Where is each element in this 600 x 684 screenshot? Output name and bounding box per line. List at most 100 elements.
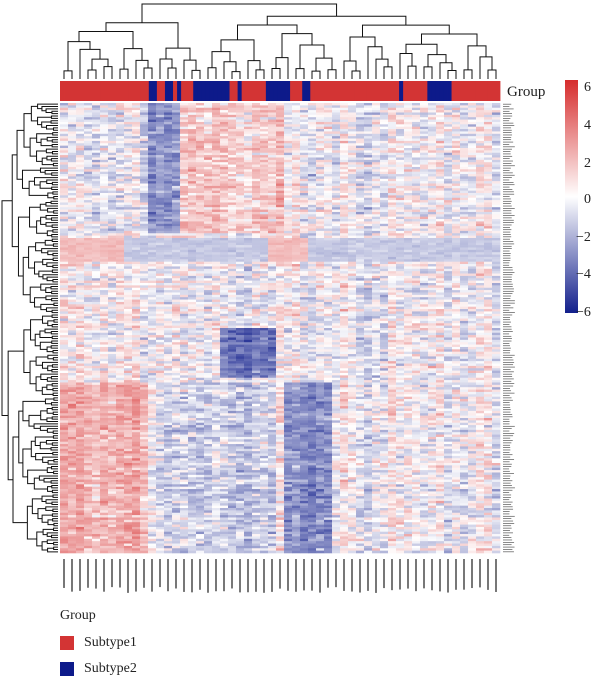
heatmap-cell bbox=[300, 197, 309, 201]
heatmap-cell bbox=[204, 254, 213, 258]
column-dendrogram-branch bbox=[467, 45, 487, 70]
heatmap-cell bbox=[116, 247, 125, 251]
heatmap-cell bbox=[460, 126, 469, 130]
heatmap-cell bbox=[276, 264, 285, 267]
heatmap-cell bbox=[396, 219, 405, 222]
heatmap-cell bbox=[340, 176, 349, 180]
heatmap-cell bbox=[196, 268, 205, 272]
row-dendrogram-branch bbox=[53, 397, 58, 401]
heatmap-cell bbox=[244, 223, 253, 227]
heatmap-cell bbox=[68, 252, 77, 255]
row-dendrogram-branch bbox=[43, 477, 58, 483]
heatmap-cell bbox=[244, 268, 253, 272]
heatmap-cell bbox=[372, 176, 381, 180]
heatmap-cell bbox=[228, 226, 237, 229]
heatmap-cell bbox=[124, 202, 133, 206]
heatmap-cell bbox=[380, 164, 389, 168]
heatmap-cell bbox=[244, 230, 253, 234]
heatmap-cell bbox=[452, 287, 461, 291]
heatmap-cell bbox=[228, 278, 237, 281]
group-cell bbox=[435, 81, 440, 101]
heatmap-cell bbox=[60, 216, 69, 220]
heatmap-cell bbox=[396, 207, 405, 210]
heatmap-cell bbox=[228, 133, 237, 137]
heatmap-cell bbox=[364, 266, 373, 270]
heatmap-cell bbox=[156, 214, 165, 217]
heatmap-cell bbox=[412, 110, 421, 113]
heatmap-cell bbox=[316, 140, 325, 144]
heatmap-cell bbox=[372, 121, 381, 125]
heatmap-cell bbox=[308, 162, 317, 165]
heatmap-cell bbox=[372, 247, 381, 251]
heatmap-cell bbox=[108, 114, 117, 118]
heatmap-cell bbox=[316, 117, 325, 120]
heatmap-cell bbox=[260, 228, 269, 232]
heatmap-cell bbox=[140, 155, 149, 158]
group-cell bbox=[237, 81, 243, 101]
heatmap-cell bbox=[196, 112, 205, 116]
heatmap-cell bbox=[140, 204, 149, 208]
heatmap-cell bbox=[196, 249, 205, 253]
heatmap-cell bbox=[220, 273, 229, 277]
heatmap-cell bbox=[380, 249, 389, 253]
heatmap-cell bbox=[380, 268, 389, 272]
heatmap-cell bbox=[476, 103, 485, 106]
heatmap-cell bbox=[388, 136, 397, 139]
heatmap-cell bbox=[132, 155, 141, 158]
heatmap-cell bbox=[260, 119, 269, 123]
heatmap-cell bbox=[284, 117, 293, 120]
heatmap-cell bbox=[100, 233, 109, 236]
heatmap-cell bbox=[204, 171, 213, 175]
heatmap-cell bbox=[76, 292, 85, 296]
heatmap-cell bbox=[148, 287, 157, 291]
heatmap-cell bbox=[220, 110, 229, 113]
heatmap-cell bbox=[212, 155, 221, 158]
heatmap-cell bbox=[236, 159, 245, 163]
heatmap-cell bbox=[84, 301, 93, 305]
row-dendrogram-branch bbox=[39, 441, 52, 450]
heatmap-cell bbox=[316, 292, 325, 296]
heatmap-cell bbox=[308, 238, 317, 241]
heatmap-cell bbox=[348, 117, 357, 120]
heatmap-cell bbox=[188, 211, 197, 215]
heatmap-cell bbox=[212, 299, 221, 303]
heatmap-cell bbox=[340, 240, 349, 244]
heatmap-cell bbox=[148, 103, 157, 106]
heatmap-cell bbox=[348, 150, 357, 154]
heatmap-cell bbox=[308, 202, 317, 206]
row-dendrogram-branch bbox=[30, 440, 36, 458]
heatmap-cell bbox=[156, 152, 165, 156]
heatmap-cell bbox=[244, 197, 253, 201]
heatmap-cell bbox=[364, 294, 373, 298]
heatmap-cell bbox=[188, 245, 197, 248]
heatmap-cell bbox=[356, 233, 365, 236]
heatmap-cell bbox=[492, 178, 501, 182]
heatmap-cell bbox=[140, 271, 149, 274]
heatmap-cell bbox=[404, 290, 413, 293]
heatmap-cell bbox=[140, 223, 149, 227]
heatmap-cell bbox=[484, 143, 493, 146]
heatmap-cell bbox=[492, 261, 501, 265]
heatmap-cell bbox=[244, 110, 253, 113]
heatmap-cell bbox=[252, 112, 261, 116]
heatmap-cell bbox=[196, 162, 205, 165]
heatmap-cell bbox=[484, 166, 493, 170]
heatmap-cell bbox=[388, 166, 397, 170]
heatmap-cell bbox=[388, 105, 397, 109]
heatmap-cell bbox=[132, 126, 141, 130]
heatmap-cell bbox=[396, 117, 405, 120]
heatmap-cell bbox=[460, 133, 469, 137]
heatmap-cell bbox=[76, 290, 85, 293]
heatmap-cell bbox=[420, 171, 429, 175]
heatmap-cell bbox=[84, 266, 93, 270]
heatmap-cell bbox=[428, 129, 437, 132]
heatmap-cell bbox=[460, 226, 469, 229]
heatmap-cell bbox=[364, 249, 373, 253]
heatmap-cell bbox=[92, 292, 101, 296]
heatmap-cell bbox=[180, 126, 189, 130]
heatmap-cell bbox=[460, 299, 469, 303]
heatmap-cell bbox=[356, 266, 365, 270]
heatmap-cell bbox=[428, 171, 437, 175]
heatmap-cell bbox=[452, 226, 461, 229]
heatmap-cell bbox=[388, 110, 397, 113]
